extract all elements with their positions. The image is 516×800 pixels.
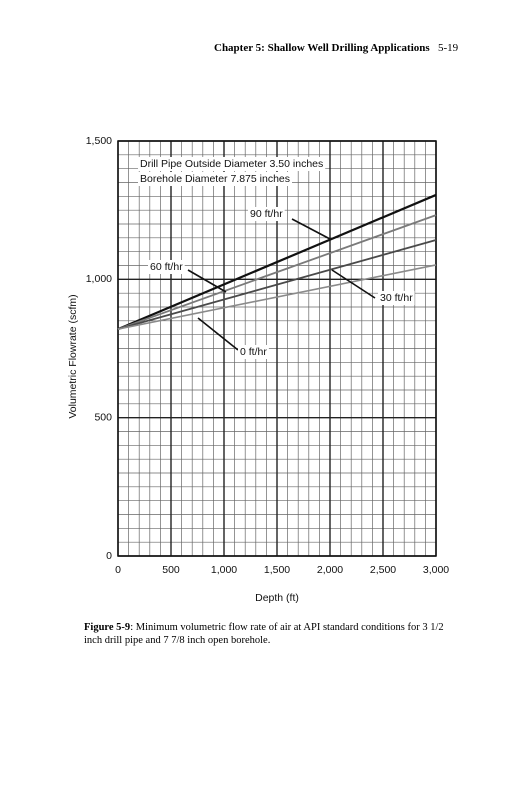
- plot-frame: [117, 140, 437, 557]
- page-number: 5-19: [438, 42, 459, 54]
- series-label-bg: [248, 207, 285, 221]
- series-label: 30 ft/hr: [380, 292, 413, 304]
- annotation-bg: [138, 172, 293, 186]
- y-axis-label: Volumetric Flowrate (scfm): [67, 294, 79, 418]
- x-tick-label: 1,000: [211, 564, 237, 576]
- caption: Figure 5-9: Minimum volumetric flow rate…: [84, 621, 464, 647]
- series-label-bg: [238, 345, 269, 359]
- leader-line: [187, 269, 227, 293]
- chapter-header: Chapter 5: Shallow Well Drilling Applica…: [214, 42, 430, 54]
- series-label-bg: [148, 260, 185, 274]
- series-line: [117, 264, 437, 330]
- x-tick-label: 1,500: [264, 564, 290, 576]
- y-tick-label: 1,500: [86, 135, 112, 147]
- caption-text: : Minimum volumetric flow rate of air at…: [84, 622, 444, 646]
- chart: 0 500 1,000 1,500 2,000 2,500 3,000 0 500 1,000 1,…: [67, 135, 450, 604]
- series-line: [117, 239, 437, 330]
- x-tick-label: 3,000: [423, 564, 449, 576]
- y-tick-label: 500: [94, 411, 112, 423]
- x-tick-label: 500: [162, 564, 180, 576]
- x-tick-label: 2,000: [317, 564, 343, 576]
- annotation-bg: [138, 157, 326, 171]
- caption-label: Figure 5-9: [84, 622, 131, 633]
- series-line: [117, 214, 437, 330]
- leader-line: [291, 218, 331, 240]
- leader-line: [331, 269, 376, 299]
- y-tick-label: 1,000: [86, 273, 112, 285]
- y-tick-label: 0: [106, 550, 112, 562]
- annotation: Drill Pipe Outside Diameter 3.50 inches: [140, 158, 323, 170]
- series-label-bg: [378, 291, 415, 305]
- annotation: Borehole Diameter 7.875 inches: [140, 173, 290, 185]
- series-label: 0 ft/hr: [240, 346, 267, 358]
- series-line: [117, 193, 437, 331]
- series-label: 90 ft/hr: [250, 208, 283, 220]
- series-label: 60 ft/hr: [150, 261, 183, 273]
- x-tick-label: 0: [115, 564, 121, 576]
- x-axis-label: Depth (ft): [255, 592, 299, 604]
- leader-line: [197, 317, 239, 351]
- x-tick-label: 2,500: [370, 564, 396, 576]
